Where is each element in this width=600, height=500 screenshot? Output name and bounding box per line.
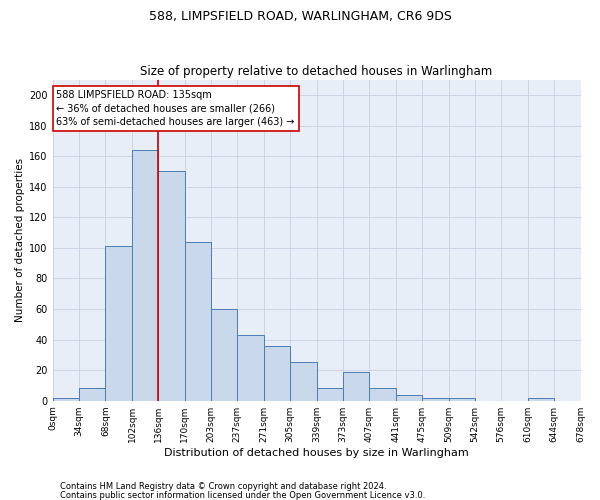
Bar <box>317 388 343 400</box>
Bar <box>237 335 263 400</box>
Bar <box>132 150 158 401</box>
Bar <box>53 398 79 400</box>
Text: 588, LIMPSFIELD ROAD, WARLINGHAM, CR6 9DS: 588, LIMPSFIELD ROAD, WARLINGHAM, CR6 9D… <box>149 10 451 23</box>
Bar <box>290 362 317 401</box>
Text: Contains HM Land Registry data © Crown copyright and database right 2024.: Contains HM Land Registry data © Crown c… <box>60 482 386 491</box>
Bar <box>185 242 211 400</box>
Y-axis label: Number of detached properties: Number of detached properties <box>15 158 25 322</box>
Bar <box>106 246 132 400</box>
Bar <box>527 398 554 400</box>
Bar <box>396 394 422 400</box>
Text: Contains public sector information licensed under the Open Government Licence v3: Contains public sector information licen… <box>60 490 425 500</box>
Bar <box>79 388 106 400</box>
X-axis label: Distribution of detached houses by size in Warlingham: Distribution of detached houses by size … <box>164 448 469 458</box>
Bar <box>370 388 396 400</box>
Bar <box>158 172 185 400</box>
Bar <box>211 309 237 400</box>
Bar <box>422 398 449 400</box>
Bar <box>343 372 370 400</box>
Bar <box>449 398 475 400</box>
Bar <box>263 346 290 401</box>
Title: Size of property relative to detached houses in Warlingham: Size of property relative to detached ho… <box>140 66 493 78</box>
Text: 588 LIMPSFIELD ROAD: 135sqm
← 36% of detached houses are smaller (266)
63% of se: 588 LIMPSFIELD ROAD: 135sqm ← 36% of det… <box>56 90 295 127</box>
